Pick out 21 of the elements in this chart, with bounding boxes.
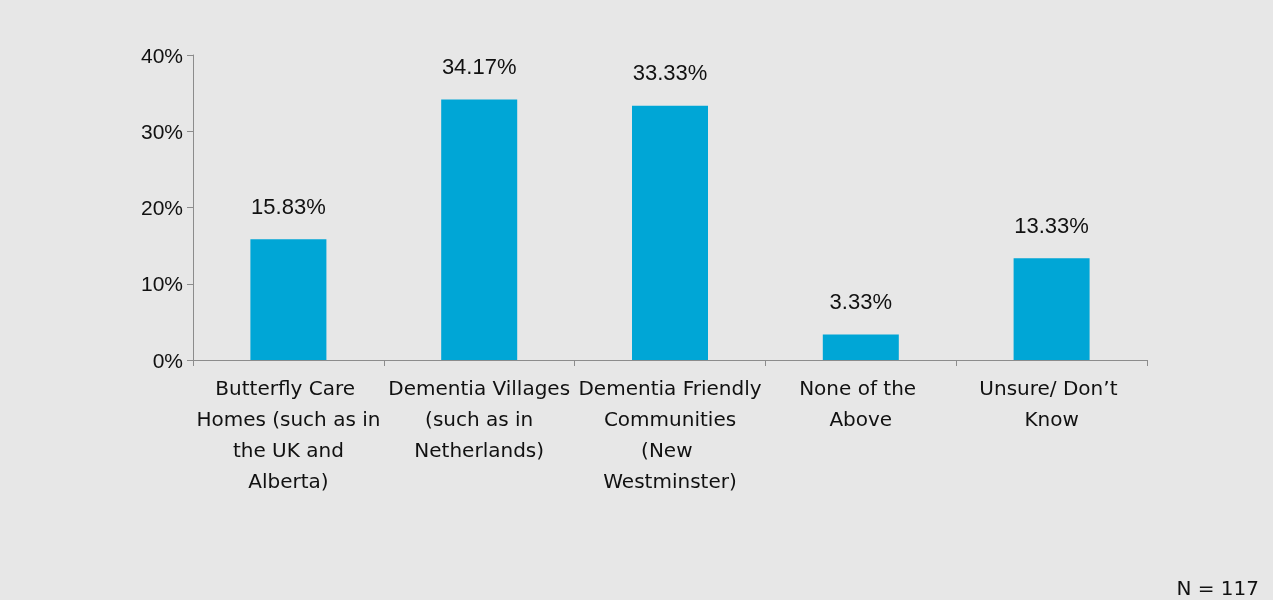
data-label: 3.33%: [829, 289, 892, 315]
y-tick-label: 30%: [140, 119, 183, 143]
data-label: 33.33%: [632, 60, 708, 86]
x-tick-label: Dementia Villages (such as in Netherlands): [388, 375, 571, 462]
y-tick-label: 20%: [140, 196, 183, 219]
x-tick-label: Unsure/ Don’t Know: [979, 375, 1124, 431]
x-tick-label: None of the Above: [799, 375, 923, 431]
bar: [632, 105, 708, 360]
x-tick-label: Dementia Friendly Communities (New Westminster): [578, 375, 762, 493]
y-tick-label: 0%: [152, 348, 183, 372]
data-label: 15.83%: [251, 193, 326, 219]
x-tick-label: Butterfly Care Homes (such as in the UK and Alberta): [196, 375, 381, 493]
y-tick-label: 40%: [140, 43, 183, 67]
bar: [250, 239, 327, 360]
bar: [441, 99, 518, 360]
y-tick-label: 10%: [140, 272, 183, 296]
bar: [1013, 258, 1090, 360]
data-label: 34.17%: [441, 53, 517, 79]
text: N = 117: [1176, 576, 1259, 600]
bar: [822, 334, 899, 360]
data-label: 13.33%: [1014, 212, 1089, 238]
